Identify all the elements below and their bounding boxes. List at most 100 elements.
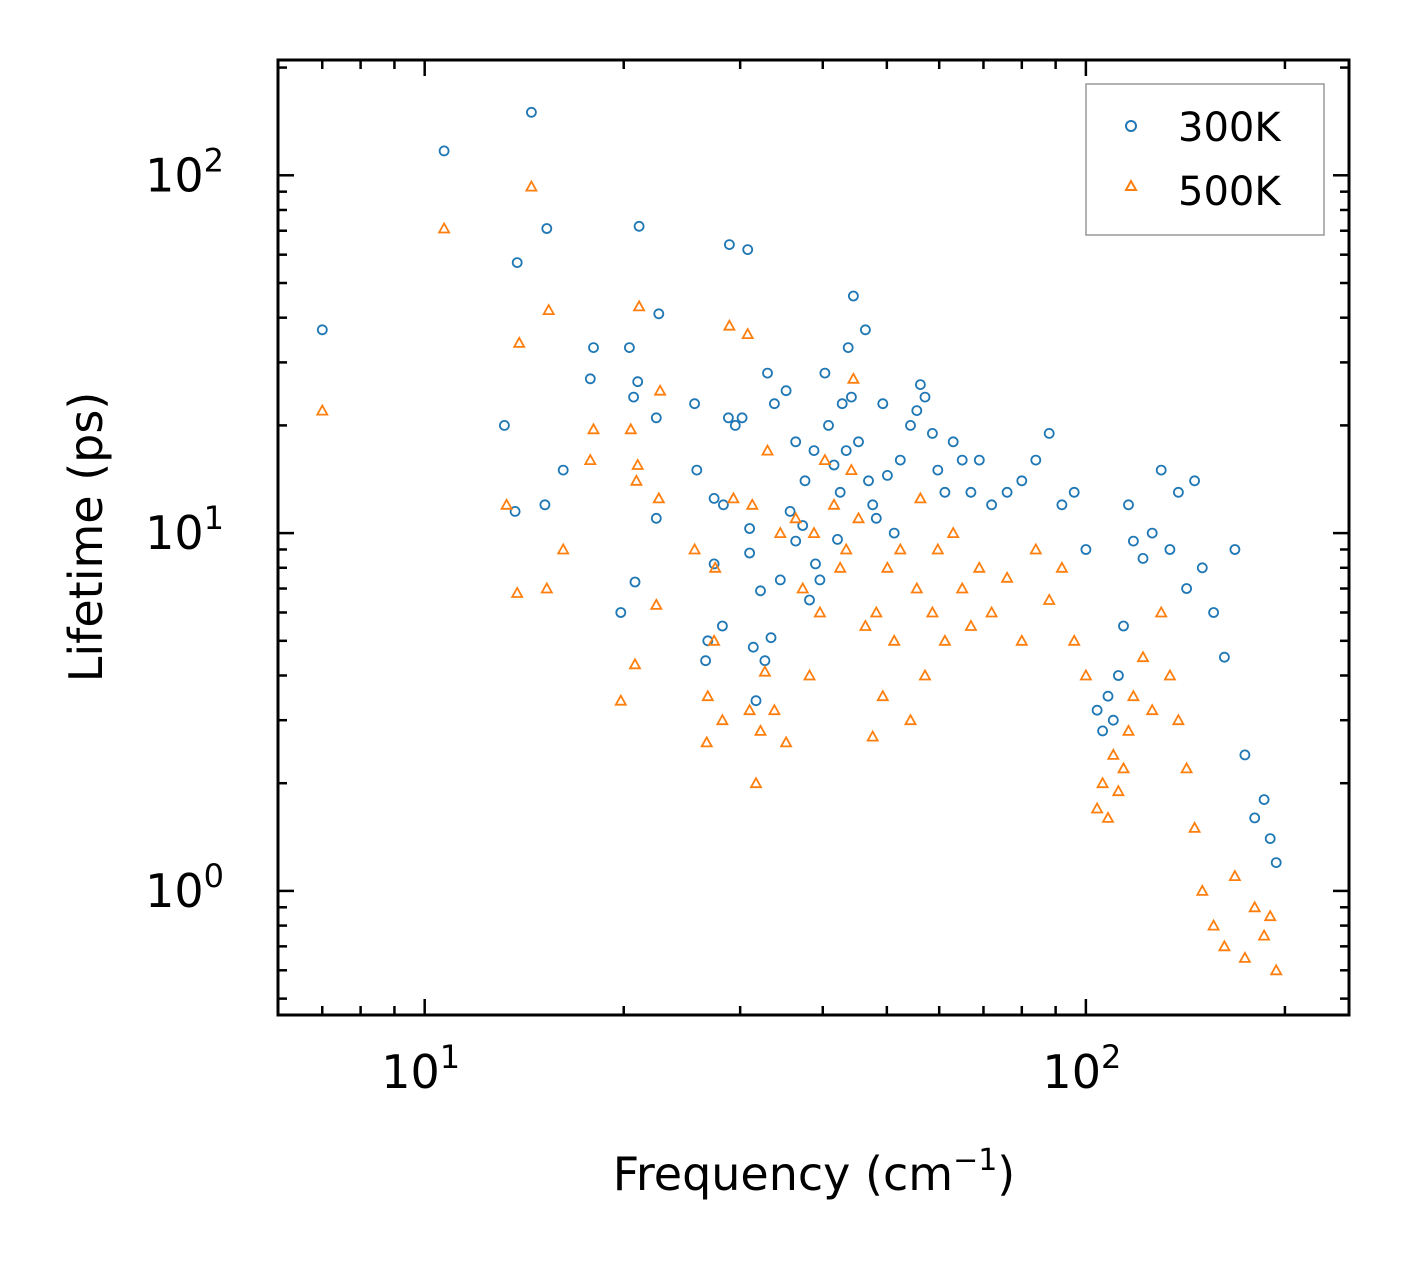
point-500k — [1238, 951, 1252, 963]
point-500k — [866, 729, 880, 742]
point-500k — [753, 724, 768, 736]
point-500k — [1228, 869, 1242, 881]
point-300k — [1128, 535, 1139, 547]
point-500k — [1096, 776, 1110, 789]
point-300k — [689, 398, 700, 410]
point-300k — [1181, 583, 1192, 594]
point-500k — [910, 581, 924, 594]
point-300k — [790, 436, 802, 448]
x-tick-label-base: 10 — [1042, 1045, 1101, 1099]
point-300k — [1208, 607, 1219, 618]
point-300k — [780, 385, 792, 397]
x-axis-label-superscript: −1 — [953, 1143, 997, 1178]
point-300k — [1270, 857, 1282, 868]
point-300k — [863, 475, 874, 487]
point-500k — [1126, 689, 1140, 702]
point-300k — [790, 535, 802, 547]
point-300k — [911, 405, 923, 417]
point-300k — [956, 454, 968, 466]
x-tick-label: 102 — [1042, 1038, 1121, 1099]
point-500k — [614, 693, 628, 706]
point-300k — [717, 620, 728, 632]
point-300k — [653, 308, 665, 320]
point-500k — [758, 664, 772, 677]
point-500k — [851, 511, 866, 524]
x-tick-label-base: 10 — [381, 1045, 440, 1099]
point-500k — [653, 383, 667, 396]
point-500k — [931, 542, 945, 555]
point-300k — [1107, 714, 1119, 726]
point-500k — [767, 703, 781, 716]
point-500k — [918, 668, 932, 681]
point-500k — [893, 542, 907, 555]
point-500k — [1136, 650, 1150, 663]
legend-marker-300k — [1125, 120, 1137, 132]
point-300k — [1118, 620, 1129, 632]
y-tick-label-base: 10 — [145, 864, 204, 918]
point-500k — [1079, 668, 1093, 681]
point-300k — [724, 239, 735, 251]
point-500k — [1154, 605, 1168, 618]
point-500k — [745, 497, 759, 510]
point-500k — [1188, 821, 1202, 833]
point-300k — [747, 641, 759, 653]
point-500k — [722, 318, 736, 331]
point-500k — [1015, 633, 1029, 646]
series-300k — [316, 106, 1282, 868]
point-500k — [876, 689, 890, 702]
point-500k — [1180, 761, 1194, 774]
point-500k — [985, 605, 999, 618]
point-300k — [1068, 486, 1080, 498]
point-300k — [870, 512, 882, 524]
point-500k — [649, 598, 663, 610]
point-300k — [629, 576, 641, 588]
plot-frame — [276, 58, 1351, 1017]
point-300k — [438, 145, 450, 157]
point-500k — [796, 581, 810, 594]
point-300k — [316, 324, 328, 336]
point-500k — [701, 689, 715, 702]
point-500k — [631, 458, 645, 470]
point-300k — [810, 558, 821, 570]
point-300k — [633, 220, 645, 232]
y-tick-label: 100 — [145, 857, 224, 918]
point-300k — [842, 342, 854, 354]
point-300k — [744, 523, 755, 534]
point-500k — [749, 776, 763, 789]
scatter-series-group — [315, 106, 1283, 976]
point-500k — [1163, 668, 1177, 681]
point-300k — [744, 547, 755, 559]
y-tick-label: 101 — [145, 499, 224, 560]
point-500k — [1269, 963, 1283, 976]
point-500k — [827, 497, 841, 510]
point-500k — [938, 633, 952, 646]
point-300k — [498, 419, 510, 431]
point-300k — [947, 436, 959, 448]
point-300k — [736, 412, 748, 424]
point-300k — [808, 445, 820, 457]
point-300k — [624, 342, 635, 354]
point-300k — [814, 574, 826, 586]
point-300k — [729, 419, 741, 431]
point-300k — [708, 558, 720, 570]
point-300k — [691, 464, 703, 476]
point-300k — [834, 486, 846, 498]
x-tick-label-exponent: 1 — [440, 1038, 460, 1076]
point-500k — [779, 735, 793, 748]
point-300k — [628, 391, 639, 403]
point-500k — [1067, 633, 1081, 646]
point-500k — [542, 303, 556, 316]
point-300k — [1146, 527, 1158, 539]
point-300k — [509, 505, 521, 517]
point-500k — [540, 581, 554, 594]
point-300k — [784, 505, 796, 517]
point-500k — [844, 463, 858, 476]
point-300k — [846, 391, 857, 403]
point-300k — [804, 594, 815, 606]
x-axis-label-main: Frequency (cm — [613, 1147, 953, 1201]
y-tick-label-base: 10 — [145, 506, 204, 560]
point-300k — [1264, 833, 1276, 844]
point-500k — [839, 542, 853, 555]
